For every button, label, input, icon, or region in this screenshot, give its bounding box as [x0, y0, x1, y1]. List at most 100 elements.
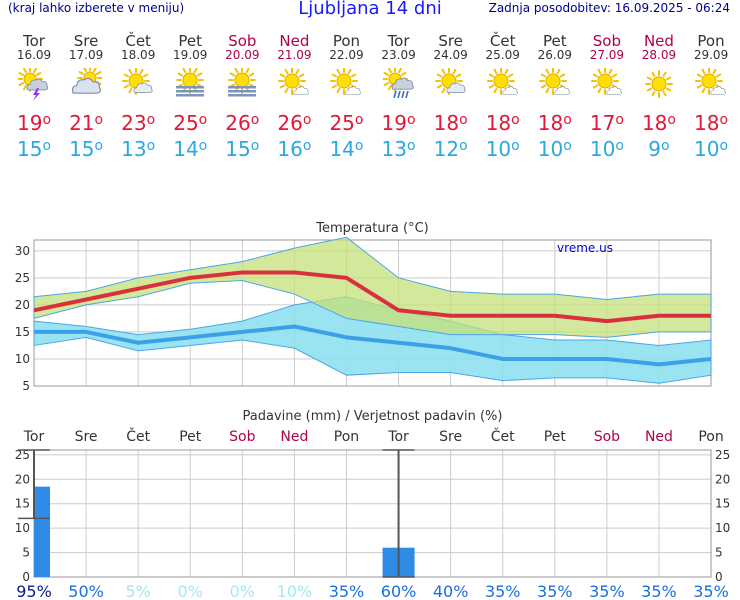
- sun-disc: [545, 73, 561, 89]
- temp-max: 25o: [164, 112, 216, 134]
- temp-min-value: 9: [648, 137, 662, 161]
- forecast-day: Sob 20.09 26o 15o: [216, 33, 268, 160]
- sun-ray: [336, 68, 341, 75]
- y-tick-label-right: 15: [715, 497, 730, 511]
- sun-ray: [651, 90, 656, 97]
- temp-max-value: 18: [641, 111, 668, 135]
- cloud-outline: [345, 86, 362, 95]
- forecast-day: Pet 19.09 25o 14o: [164, 33, 216, 160]
- temp-min: 14o: [320, 138, 372, 160]
- sun-ray: [696, 84, 703, 89]
- sun-ray: [559, 73, 566, 78]
- temp-min-value: 12: [433, 137, 460, 161]
- y-tick-label: 10: [15, 352, 30, 366]
- temp-min: 15o: [216, 138, 268, 160]
- y-tick-label: 15: [15, 497, 30, 511]
- sun-ray: [540, 84, 547, 89]
- temp-min: 9o: [633, 138, 685, 160]
- precip-probability: 35%: [641, 582, 677, 600]
- temp-min-value: 15: [16, 137, 43, 161]
- sun-ray: [696, 73, 703, 78]
- sun-ray: [387, 84, 392, 91]
- sun-disc: [493, 73, 509, 89]
- sun-ray: [177, 72, 184, 77]
- degree-symbol: o: [615, 138, 624, 154]
- temp-max-value: 17: [589, 111, 616, 135]
- precip-probability: 40%: [433, 582, 469, 600]
- sun-ray: [701, 68, 706, 75]
- precip-probability: 35%: [693, 582, 729, 600]
- temp-max-value: 19: [16, 111, 43, 135]
- rain-drop: [392, 90, 397, 99]
- chart-title: Temperatura (°C): [315, 221, 428, 236]
- precip-probability: 10%: [277, 582, 313, 600]
- sun-ray: [230, 72, 236, 77]
- day-date: 16.09: [16, 48, 52, 62]
- sun-ray: [701, 87, 706, 94]
- lightning-bolt: [33, 88, 40, 101]
- y-tick-label-right: 0: [715, 570, 723, 584]
- y-tick-label: 25: [15, 448, 30, 462]
- y-tick-label-right: 5: [715, 546, 723, 560]
- degree-symbol: o: [250, 112, 260, 128]
- sun-ray: [18, 82, 25, 86]
- day-date: 21.09: [277, 48, 312, 62]
- cloud-shape: [345, 86, 362, 95]
- y-tick-label-right: 10: [715, 521, 730, 535]
- day-name: Pon: [697, 32, 725, 50]
- temp-max: 23o: [112, 112, 164, 134]
- temp-max: 18o: [529, 112, 581, 134]
- day-label: Tor: [387, 429, 409, 445]
- sun-ray: [507, 73, 513, 78]
- temp-max: 26o: [216, 112, 268, 134]
- temp-min: 15o: [8, 138, 60, 160]
- day-date: 22.09: [329, 48, 364, 62]
- watermark: vreme.us: [557, 241, 613, 255]
- sun-ray: [397, 68, 402, 74]
- sun-small-cloud-icon: [538, 68, 570, 95]
- degree-symbol: o: [302, 138, 312, 154]
- sun-ray: [284, 68, 289, 75]
- cloud-shape: [26, 78, 49, 91]
- degree-symbol: o: [146, 112, 156, 128]
- degree-symbol: o: [94, 112, 104, 128]
- day-label: Sre: [75, 429, 98, 445]
- temp-max: 18o: [425, 112, 477, 134]
- degree-symbol: o: [511, 138, 520, 154]
- degree-symbol: o: [250, 138, 260, 154]
- day-label: Pet: [179, 429, 202, 445]
- sun-ray: [249, 72, 255, 77]
- day-name: Tor: [23, 32, 45, 50]
- temp-max: 26o: [268, 112, 320, 134]
- y-tick-label: 30: [15, 244, 30, 258]
- temp-max-value: 18: [433, 111, 460, 135]
- menu-note: (kraj lahko izberete v meniju): [8, 1, 185, 15]
- day-date: 17.09: [68, 48, 104, 62]
- sun-ray: [611, 73, 618, 78]
- precip-probability: 95%: [16, 582, 52, 600]
- temp-min-value: 14: [173, 137, 199, 161]
- sun-ray: [662, 71, 667, 78]
- degree-symbol: o: [406, 112, 416, 128]
- sun-ray: [504, 68, 509, 75]
- sun-ray: [280, 84, 286, 89]
- forecast-day: Pon 22.09 25o 14o: [320, 33, 372, 160]
- temp-min-value: 13: [381, 137, 407, 161]
- degree-symbol: o: [563, 112, 572, 128]
- sun-ray: [123, 84, 130, 89]
- day-name: Pon: [332, 32, 361, 50]
- day-label: Sob: [594, 429, 620, 445]
- forecast-day: Tor 16.09 19o 15o: [8, 33, 60, 160]
- day-date: 28.09: [641, 48, 677, 62]
- cloudy-icon: [71, 68, 103, 94]
- temp-min: 14o: [164, 138, 216, 160]
- sun-ray: [383, 72, 389, 76]
- degree-symbol: o: [511, 112, 520, 128]
- forecast-day: Sob 27.09 17o 10o: [581, 33, 633, 160]
- sun-ray: [608, 68, 613, 75]
- sun-ray: [452, 68, 457, 75]
- sun-ray: [182, 68, 187, 74]
- cloud-shape: [293, 86, 310, 95]
- last-updated: Zadnja posodobitev: 16.09.2025 - 06:24: [488, 1, 730, 15]
- temp-max: 19o: [8, 112, 60, 134]
